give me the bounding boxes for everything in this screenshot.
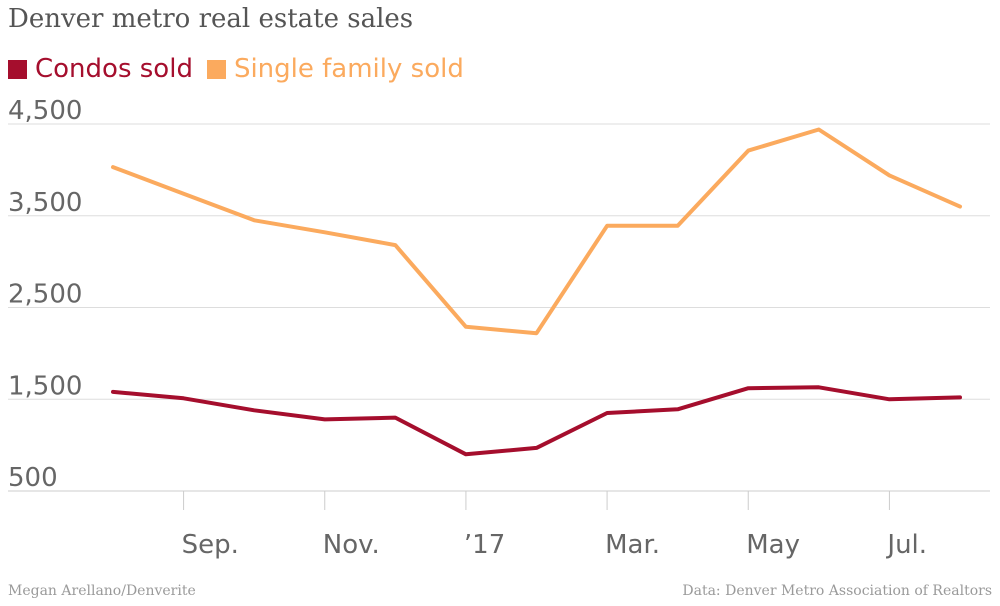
x-tick-label: Mar.	[605, 530, 660, 560]
footer-source: Data: Denver Metro Association of Realto…	[682, 583, 992, 599]
y-tick-label: 2,500	[8, 280, 82, 310]
y-tick-label: 1,500	[8, 371, 82, 401]
y-tick-label: 4,500	[8, 96, 82, 126]
y-tick-label: 500	[8, 463, 58, 493]
chart-title: Denver metro real estate sales	[8, 4, 414, 34]
y-tick-label: 3,500	[8, 188, 82, 218]
x-tick-label: May	[746, 530, 800, 560]
x-tick-label: Sep.	[182, 530, 239, 560]
legend-item-condos: Condos sold	[8, 54, 193, 84]
series-line-condos	[111, 385, 962, 457]
legend-swatch-single-family	[206, 59, 226, 79]
x-tick-label: Nov.	[323, 530, 380, 560]
legend-item-single-family: Single family sold	[206, 54, 464, 84]
legend-label-condos: Condos sold	[35, 54, 193, 84]
chart-legend: Condos sold Single family sold	[8, 54, 478, 84]
x-tick-label: ’17	[464, 530, 505, 560]
footer-credit: Megan Arellano/Denverite	[8, 583, 196, 599]
series-line-single-family	[111, 127, 962, 336]
legend-swatch-condos	[8, 59, 27, 79]
x-tick-label: Jul.	[885, 530, 927, 560]
legend-label-single-family: Single family sold	[233, 54, 464, 84]
